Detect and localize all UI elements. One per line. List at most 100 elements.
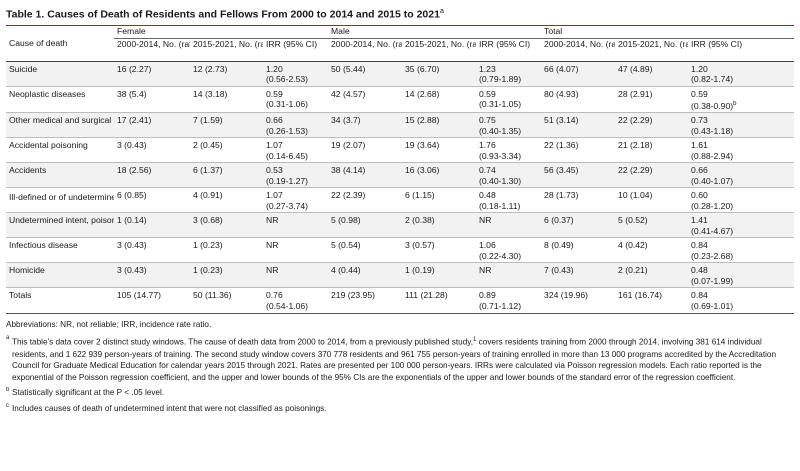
count-rate-cell: 19 (3.64) bbox=[402, 138, 476, 163]
count-rate-cell: 66 (4.07) bbox=[541, 61, 615, 86]
irr-cell: 0.84 (0.23-2.68) bbox=[688, 238, 794, 263]
confidence-interval: (0.31-1.06) bbox=[266, 98, 309, 109]
count-rate-cell: 5 (0.54) bbox=[328, 238, 402, 263]
irr-cell: 0.53 (0.19-1.27) bbox=[263, 163, 328, 188]
cell-value: 6 (1.15) bbox=[405, 190, 435, 201]
column-header: 2015-2021, No. (rate) bbox=[193, 38, 263, 49]
cell-value: 16 (2.27) bbox=[117, 63, 152, 74]
irr-cell: 0.75 (0.40-1.35) bbox=[476, 113, 541, 138]
count-rate-cell: NR bbox=[263, 213, 328, 238]
cell-value: 0.66 bbox=[266, 115, 283, 126]
count-rate-cell: 5 (0.52) bbox=[615, 213, 688, 238]
cell-value: 0.84 bbox=[691, 290, 708, 301]
cell-value: NR bbox=[479, 215, 492, 226]
irr-cell: 0.60 (0.28-1.20) bbox=[688, 188, 794, 213]
table-row: Neoplastic diseases 38 (5.4) 14 (3.18) 0.59… bbox=[6, 86, 795, 113]
count-rate-cell: 6 (0.85) bbox=[114, 188, 190, 213]
count-rate-cell: 35 (6.70) bbox=[402, 61, 476, 86]
cell-value: 0.59 bbox=[691, 88, 708, 99]
confidence-interval: (0.71-1.12) bbox=[479, 300, 522, 311]
cause-of-death-cell: Undetermined intent, poisoning bbox=[6, 213, 114, 238]
count-rate-cell: 50 (5.44) bbox=[328, 61, 402, 86]
cell-value: 0.84 bbox=[691, 240, 708, 251]
count-rate-cell: 16 (3.06) bbox=[402, 163, 476, 188]
cell-value: 34 (3.7) bbox=[331, 115, 361, 126]
count-rate-cell: 12 (2.73) bbox=[190, 61, 263, 86]
confidence-interval: (0.40-1.07) bbox=[691, 175, 734, 186]
count-rate-cell: 7 (0.43) bbox=[541, 263, 615, 288]
irr-cell: 0.59 (0.31-1.05) bbox=[476, 86, 541, 113]
irr-cell: 1.61 (0.88-2.94) bbox=[688, 138, 794, 163]
irr-cell: 1.06 (0.22-4.30) bbox=[476, 238, 541, 263]
cell-value: 1.07 bbox=[266, 190, 283, 201]
count-rate-cell: 6 (1.37) bbox=[190, 163, 263, 188]
count-rate-cell: NR bbox=[476, 263, 541, 288]
confidence-interval: (0.93-3.34) bbox=[479, 150, 522, 161]
count-rate-cell: 14 (3.18) bbox=[190, 86, 263, 113]
count-rate-cell: 4 (0.44) bbox=[328, 263, 402, 288]
cell-value: 2 (0.38) bbox=[405, 215, 435, 226]
cell-value: NR bbox=[266, 215, 279, 226]
cell-value: 105 (14.77) bbox=[117, 290, 161, 301]
confidence-interval: (0.79-1.89) bbox=[479, 73, 522, 84]
cell-value: 51 (3.14) bbox=[544, 115, 579, 126]
table-title-text: Table 1. Causes of Death of Residents an… bbox=[6, 8, 440, 21]
count-rate-cell: 22 (2.39) bbox=[328, 188, 402, 213]
confidence-interval: (0.07-1.99) bbox=[691, 275, 734, 286]
confidence-interval: (0.26-1.53) bbox=[266, 125, 309, 136]
cause-of-death-cell: Accidental poisoning bbox=[6, 138, 114, 163]
cell-value: 1.07 bbox=[266, 140, 283, 151]
cell-value: 5 (0.98) bbox=[331, 215, 361, 226]
cell-value: 22 (2.29) bbox=[618, 165, 653, 176]
cell-value: 0.89 bbox=[479, 290, 496, 301]
irr-cell: 1.20 (0.82-1.74) bbox=[688, 61, 794, 86]
table-title: Table 1. Causes of Death of Residents an… bbox=[6, 0, 794, 26]
cause-label: Infectious disease bbox=[9, 240, 78, 251]
confidence-interval: (0.27-3.74) bbox=[266, 200, 309, 211]
totals-row: Totals 105 (14.77) 50 (11.36) 0.76 (0.54-1.0… bbox=[6, 288, 795, 314]
column-header: IRR (95% CI) bbox=[479, 38, 531, 49]
cause-label: Other medical and surgical diseases bbox=[9, 115, 114, 126]
irr-cell: 1.76 (0.93-3.34) bbox=[476, 138, 541, 163]
footnote-a-mark: a bbox=[6, 335, 10, 342]
irr-cell: 0.89 (0.71-1.12) bbox=[476, 288, 541, 314]
column-header: IRR (95% CI) bbox=[691, 38, 743, 49]
count-rate-cell: 17 (2.41) bbox=[114, 113, 190, 138]
confidence-interval: (0.38-0.90) bbox=[691, 100, 734, 111]
column-header-cause: Cause of death bbox=[9, 38, 68, 48]
cell-value: 18 (2.56) bbox=[117, 165, 152, 176]
cell-value: 3 (0.68) bbox=[193, 215, 223, 226]
count-rate-cell: 18 (2.56) bbox=[114, 163, 190, 188]
count-rate-cell: 21 (2.18) bbox=[615, 138, 688, 163]
count-rate-cell: 10 (1.04) bbox=[615, 188, 688, 213]
count-rate-cell: 4 (0.91) bbox=[190, 188, 263, 213]
cell-value: 1.23 bbox=[479, 63, 496, 74]
cause-label: Homicide bbox=[9, 265, 45, 276]
cell-value: 1.76 bbox=[479, 140, 496, 151]
confidence-interval: (0.43-1.18) bbox=[691, 125, 734, 136]
footnote-a-text-after: covers residents training from 2000 thro… bbox=[12, 337, 777, 382]
cause-of-death-cell: Suicide bbox=[6, 61, 114, 86]
count-rate-cell: 47 (4.89) bbox=[615, 61, 688, 86]
confidence-interval: (0.18-1.11) bbox=[479, 200, 521, 211]
cell-value: 1.61 bbox=[691, 140, 708, 151]
cell-value: 38 (5.4) bbox=[117, 88, 147, 99]
cell-value: 0.76 bbox=[266, 290, 283, 301]
cause-of-death-cell: Ill-defined or of undetermined intentc bbox=[6, 188, 114, 213]
count-rate-cell: 1 (0.23) bbox=[190, 238, 263, 263]
confidence-interval: (0.54-1.06) bbox=[266, 300, 309, 311]
cell-value: 7 (1.59) bbox=[193, 115, 223, 126]
cell-value: 14 (2.68) bbox=[405, 88, 440, 99]
cell-value: 19 (3.64) bbox=[405, 140, 440, 151]
cell-value: 16 (3.06) bbox=[405, 165, 440, 176]
table-body: Suicide 16 (2.27) 12 (2.73) 1.20 (0.56-2.53)… bbox=[6, 61, 795, 314]
cell-value: 0.59 bbox=[266, 88, 283, 99]
count-rate-cell: 5 (0.98) bbox=[328, 213, 402, 238]
count-rate-cell: 3 (0.43) bbox=[114, 238, 190, 263]
cause-of-death-cell: Infectious disease bbox=[6, 238, 114, 263]
cell-value: 35 (6.70) bbox=[405, 63, 440, 74]
cell-value: 0.53 bbox=[266, 165, 283, 176]
confidence-interval: (0.40-1.35) bbox=[479, 125, 522, 136]
count-rate-cell: 22 (2.29) bbox=[615, 113, 688, 138]
